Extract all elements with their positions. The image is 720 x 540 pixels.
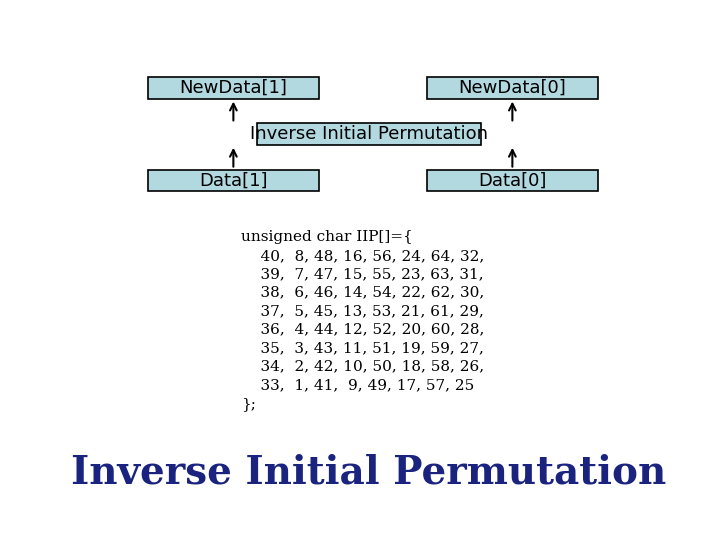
Text: };: }; bbox=[241, 397, 256, 410]
Text: 37,  5, 45, 13, 53, 21, 61, 29,: 37, 5, 45, 13, 53, 21, 61, 29, bbox=[241, 304, 484, 318]
FancyBboxPatch shape bbox=[148, 170, 319, 191]
Text: 33,  1, 41,  9, 49, 17, 57, 25: 33, 1, 41, 9, 49, 17, 57, 25 bbox=[241, 378, 474, 392]
Text: 36,  4, 44, 12, 52, 20, 60, 28,: 36, 4, 44, 12, 52, 20, 60, 28, bbox=[241, 323, 485, 337]
Text: NewData[0]: NewData[0] bbox=[459, 79, 566, 97]
FancyBboxPatch shape bbox=[427, 77, 598, 99]
FancyBboxPatch shape bbox=[148, 77, 319, 99]
Text: 34,  2, 42, 10, 50, 18, 58, 26,: 34, 2, 42, 10, 50, 18, 58, 26, bbox=[241, 360, 485, 374]
FancyBboxPatch shape bbox=[427, 170, 598, 191]
Text: unsigned char IIP[]={: unsigned char IIP[]={ bbox=[241, 231, 413, 244]
Text: Data[0]: Data[0] bbox=[478, 171, 546, 190]
Text: NewData[1]: NewData[1] bbox=[179, 79, 287, 97]
Text: 38,  6, 46, 14, 54, 22, 62, 30,: 38, 6, 46, 14, 54, 22, 62, 30, bbox=[241, 286, 485, 300]
Text: Data[1]: Data[1] bbox=[199, 171, 268, 190]
Text: Inverse Initial Permutation: Inverse Initial Permutation bbox=[250, 125, 488, 143]
FancyBboxPatch shape bbox=[256, 123, 482, 145]
Text: 40,  8, 48, 16, 56, 24, 64, 32,: 40, 8, 48, 16, 56, 24, 64, 32, bbox=[241, 249, 485, 263]
Text: 39,  7, 47, 15, 55, 23, 63, 31,: 39, 7, 47, 15, 55, 23, 63, 31, bbox=[241, 267, 484, 281]
Text: Inverse Initial Permutation: Inverse Initial Permutation bbox=[71, 454, 667, 491]
Text: 35,  3, 43, 11, 51, 19, 59, 27,: 35, 3, 43, 11, 51, 19, 59, 27, bbox=[241, 341, 484, 355]
